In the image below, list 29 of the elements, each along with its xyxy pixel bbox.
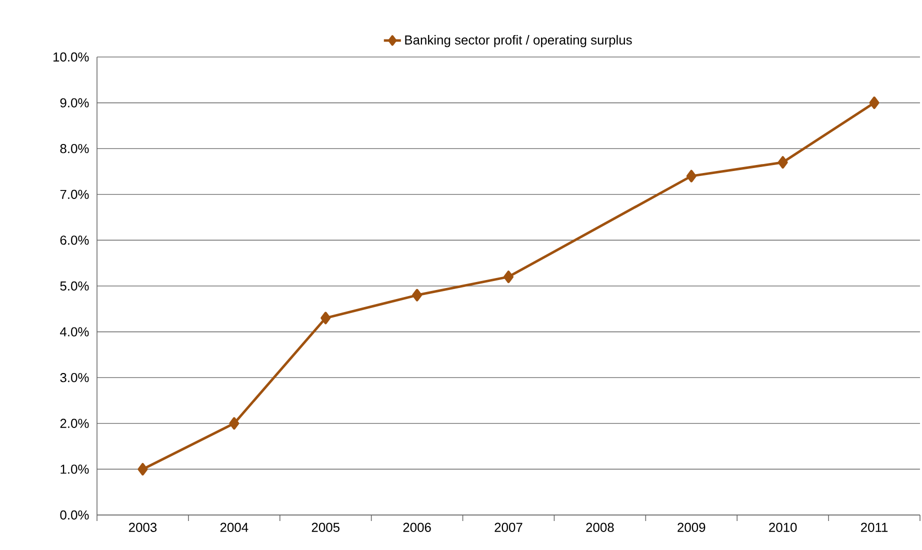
y-tick-label: 7.0%	[60, 190, 89, 199]
x-tick-label: 2008	[586, 522, 614, 532]
x-tick-label: 2004	[220, 522, 248, 532]
x-tick-label: 2007	[494, 522, 522, 532]
x-tick-label: 2005	[312, 522, 340, 532]
legend-label: Banking sector profit / operating surplus	[405, 35, 632, 48]
x-tick-label: 2003	[128, 522, 157, 532]
x-tick-label: 2011	[861, 522, 888, 532]
point	[504, 270, 514, 284]
y-tick-label: 8.0%	[60, 144, 89, 154]
y-tick-label: 6.0%	[60, 236, 89, 245]
y-tick-label: 9.0%	[60, 98, 89, 108]
x-tick-label: 2009	[678, 522, 706, 532]
point	[320, 312, 331, 324]
y-tick-label: 10.0%	[53, 52, 89, 62]
x-tick-label: 2006	[403, 522, 431, 532]
y-tick-label: 0.0%	[60, 510, 89, 520]
y-tick-label: 5.0%	[60, 281, 89, 291]
y-tick-label: 3.0%	[60, 373, 89, 382]
y-tick-label: 1.0%	[60, 464, 89, 474]
point	[869, 96, 880, 110]
point	[138, 462, 148, 476]
y-tick-label: 4.0%	[60, 327, 89, 336]
point	[229, 417, 240, 430]
x-tick-label: 2010	[769, 522, 797, 532]
point	[412, 288, 422, 302]
point	[686, 170, 696, 182]
point	[778, 156, 788, 169]
y-tick-label: 2.0%	[60, 418, 89, 428]
